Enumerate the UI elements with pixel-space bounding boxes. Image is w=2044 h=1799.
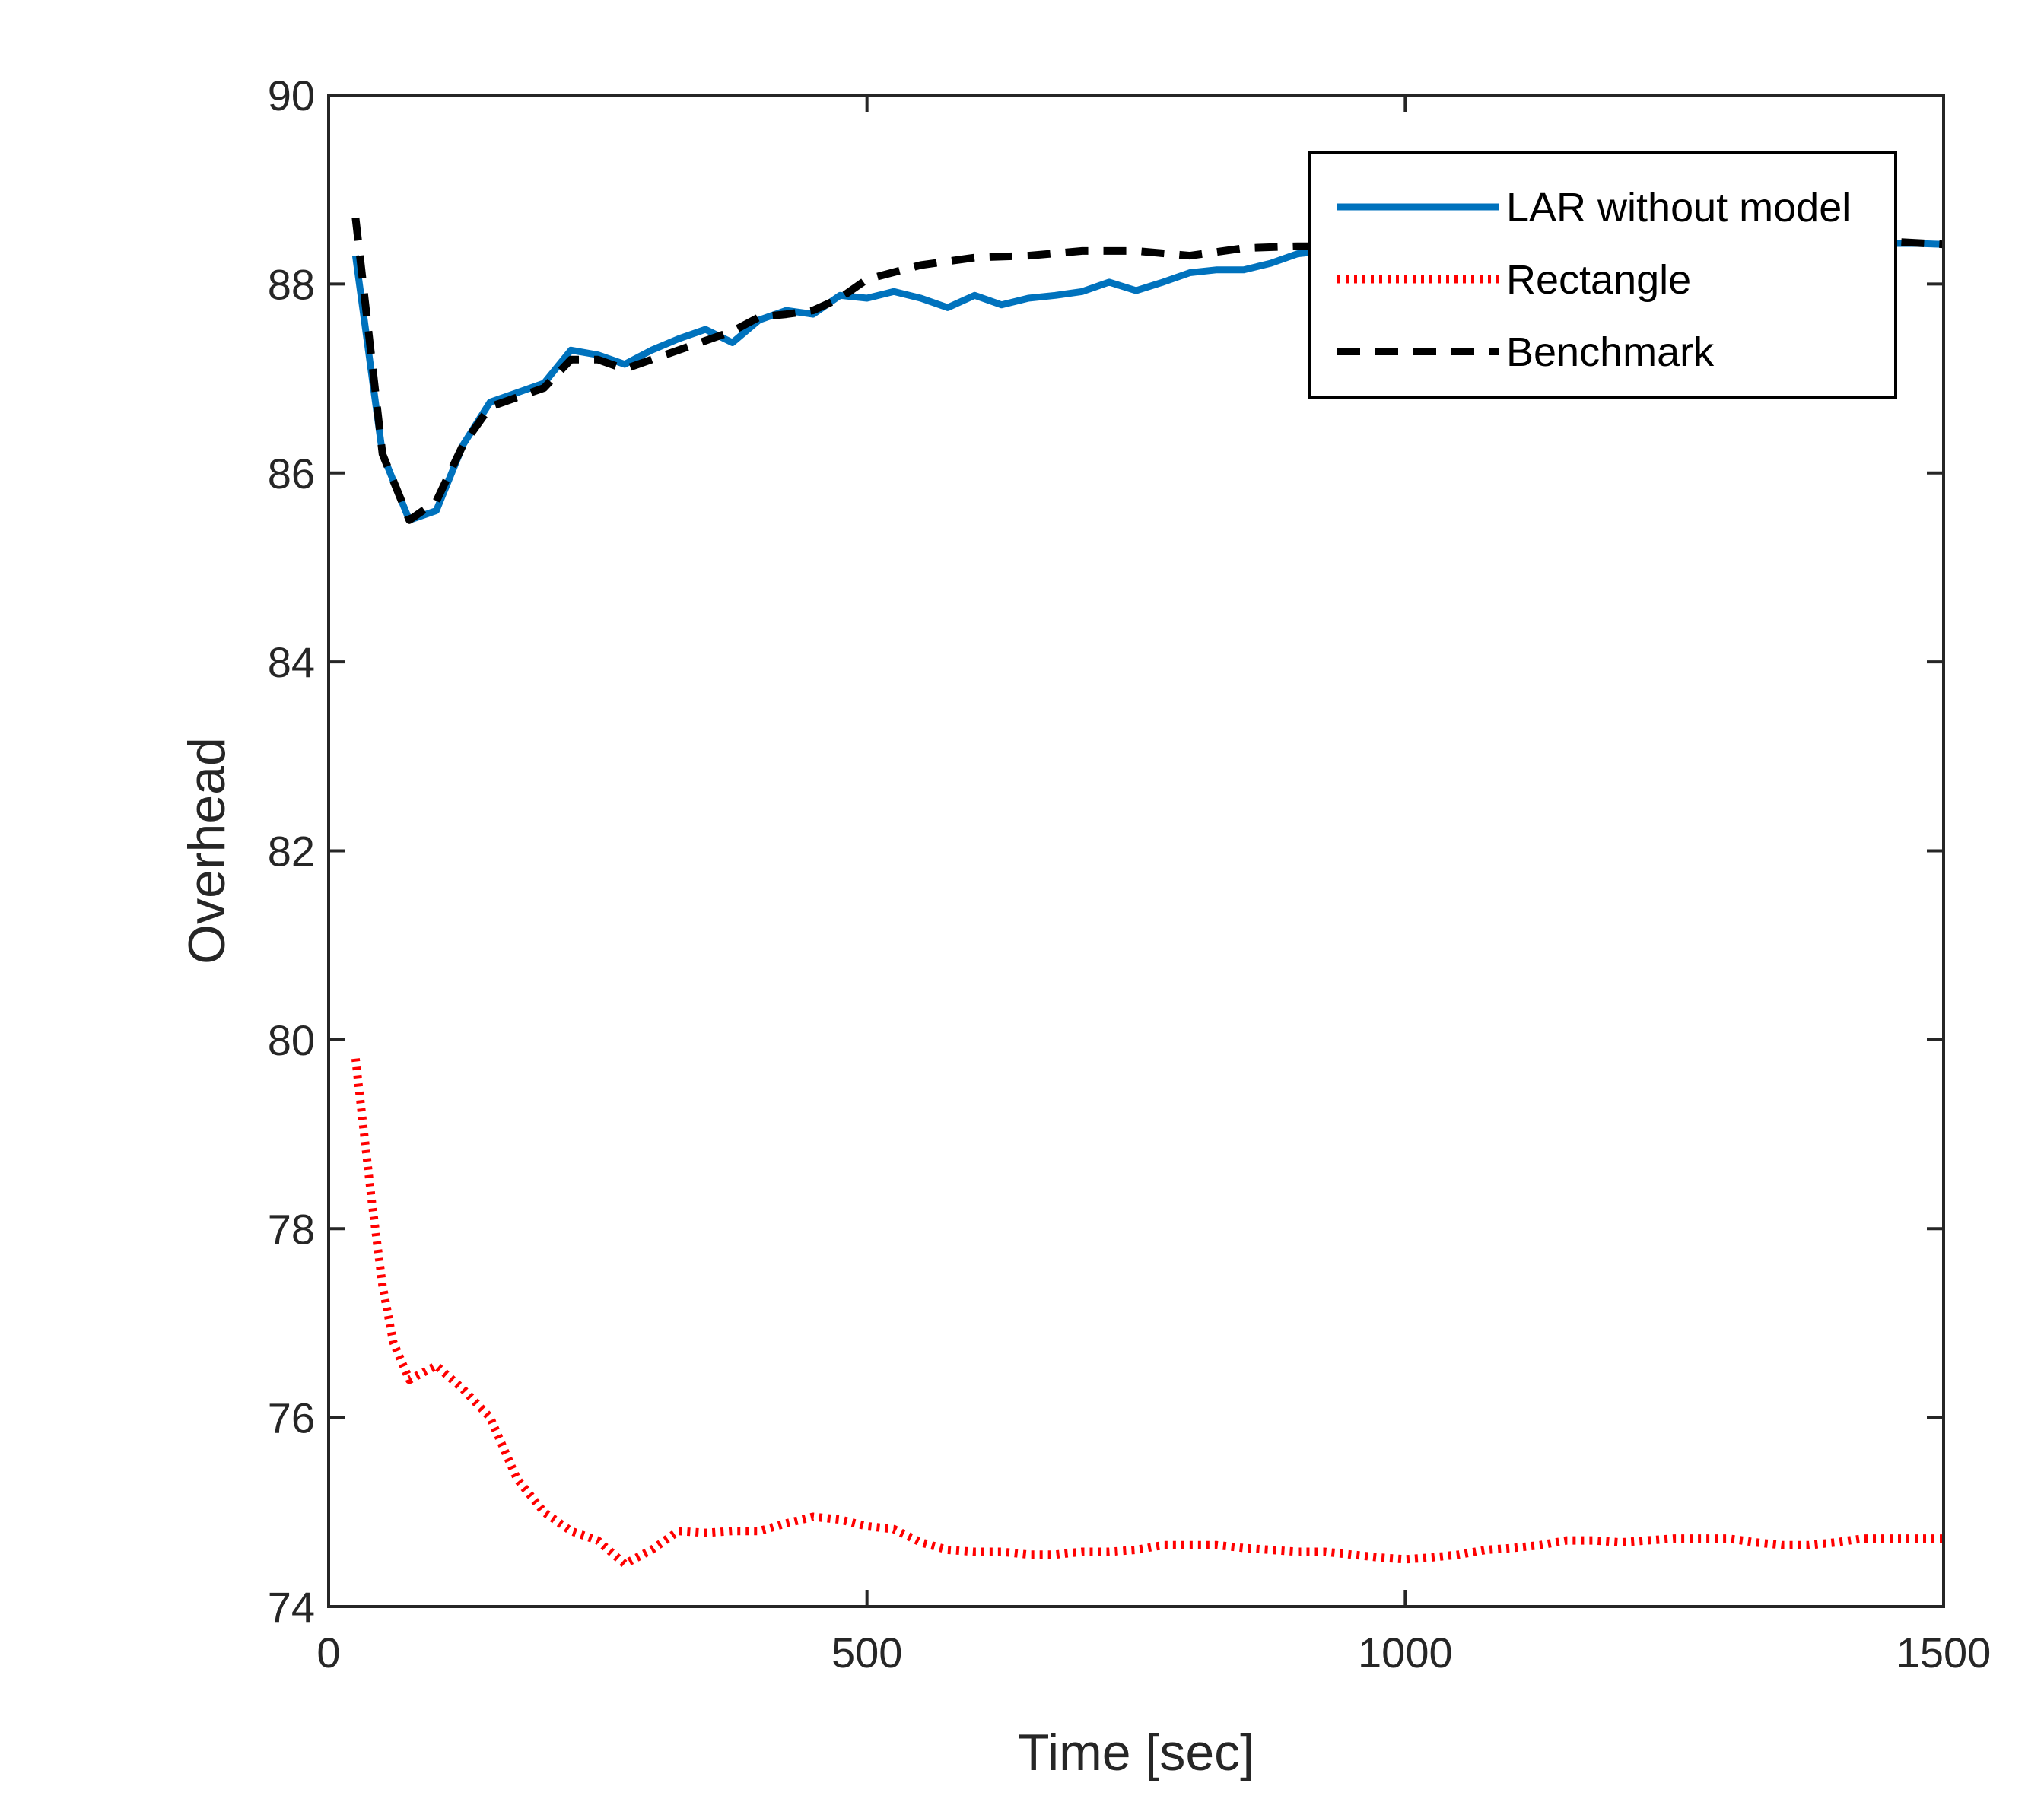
series-line-rectangle [351, 1058, 1944, 1569]
y-tick-label: 84 [268, 638, 315, 686]
legend-box [1308, 151, 1897, 399]
x-tick-label: 500 [831, 1629, 902, 1677]
legend-label-lar-without-model: LAR without model [1506, 185, 1851, 230]
x-tick-label: 1500 [1896, 1629, 1992, 1677]
y-tick-label: 82 [268, 828, 315, 876]
y-tick-label: 78 [268, 1205, 315, 1253]
ticks-layer: 0 500 1000 1500 74 76 78 80 82 84 86 88 90 [268, 72, 1992, 1677]
legend-label-benchmark: Benchmark [1506, 329, 1715, 375]
y-tick-label: 90 [268, 72, 315, 119]
x-axis-label: Time [sec] [1018, 1724, 1254, 1782]
y-tick-label: 76 [268, 1394, 315, 1442]
x-tick-label: 0 [316, 1629, 340, 1677]
y-tick-label: 86 [268, 450, 315, 497]
y-axis-label: Overhead [178, 737, 236, 965]
legend: LAR without model Rectangle Benchmark [1308, 151, 1897, 399]
y-tick-label: 88 [268, 260, 315, 308]
y-tick-label: 80 [268, 1016, 315, 1064]
legend-label-rectangle: Rectangle [1506, 257, 1691, 303]
x-tick-label: 1000 [1358, 1629, 1453, 1677]
y-tick-label: 74 [268, 1583, 315, 1631]
